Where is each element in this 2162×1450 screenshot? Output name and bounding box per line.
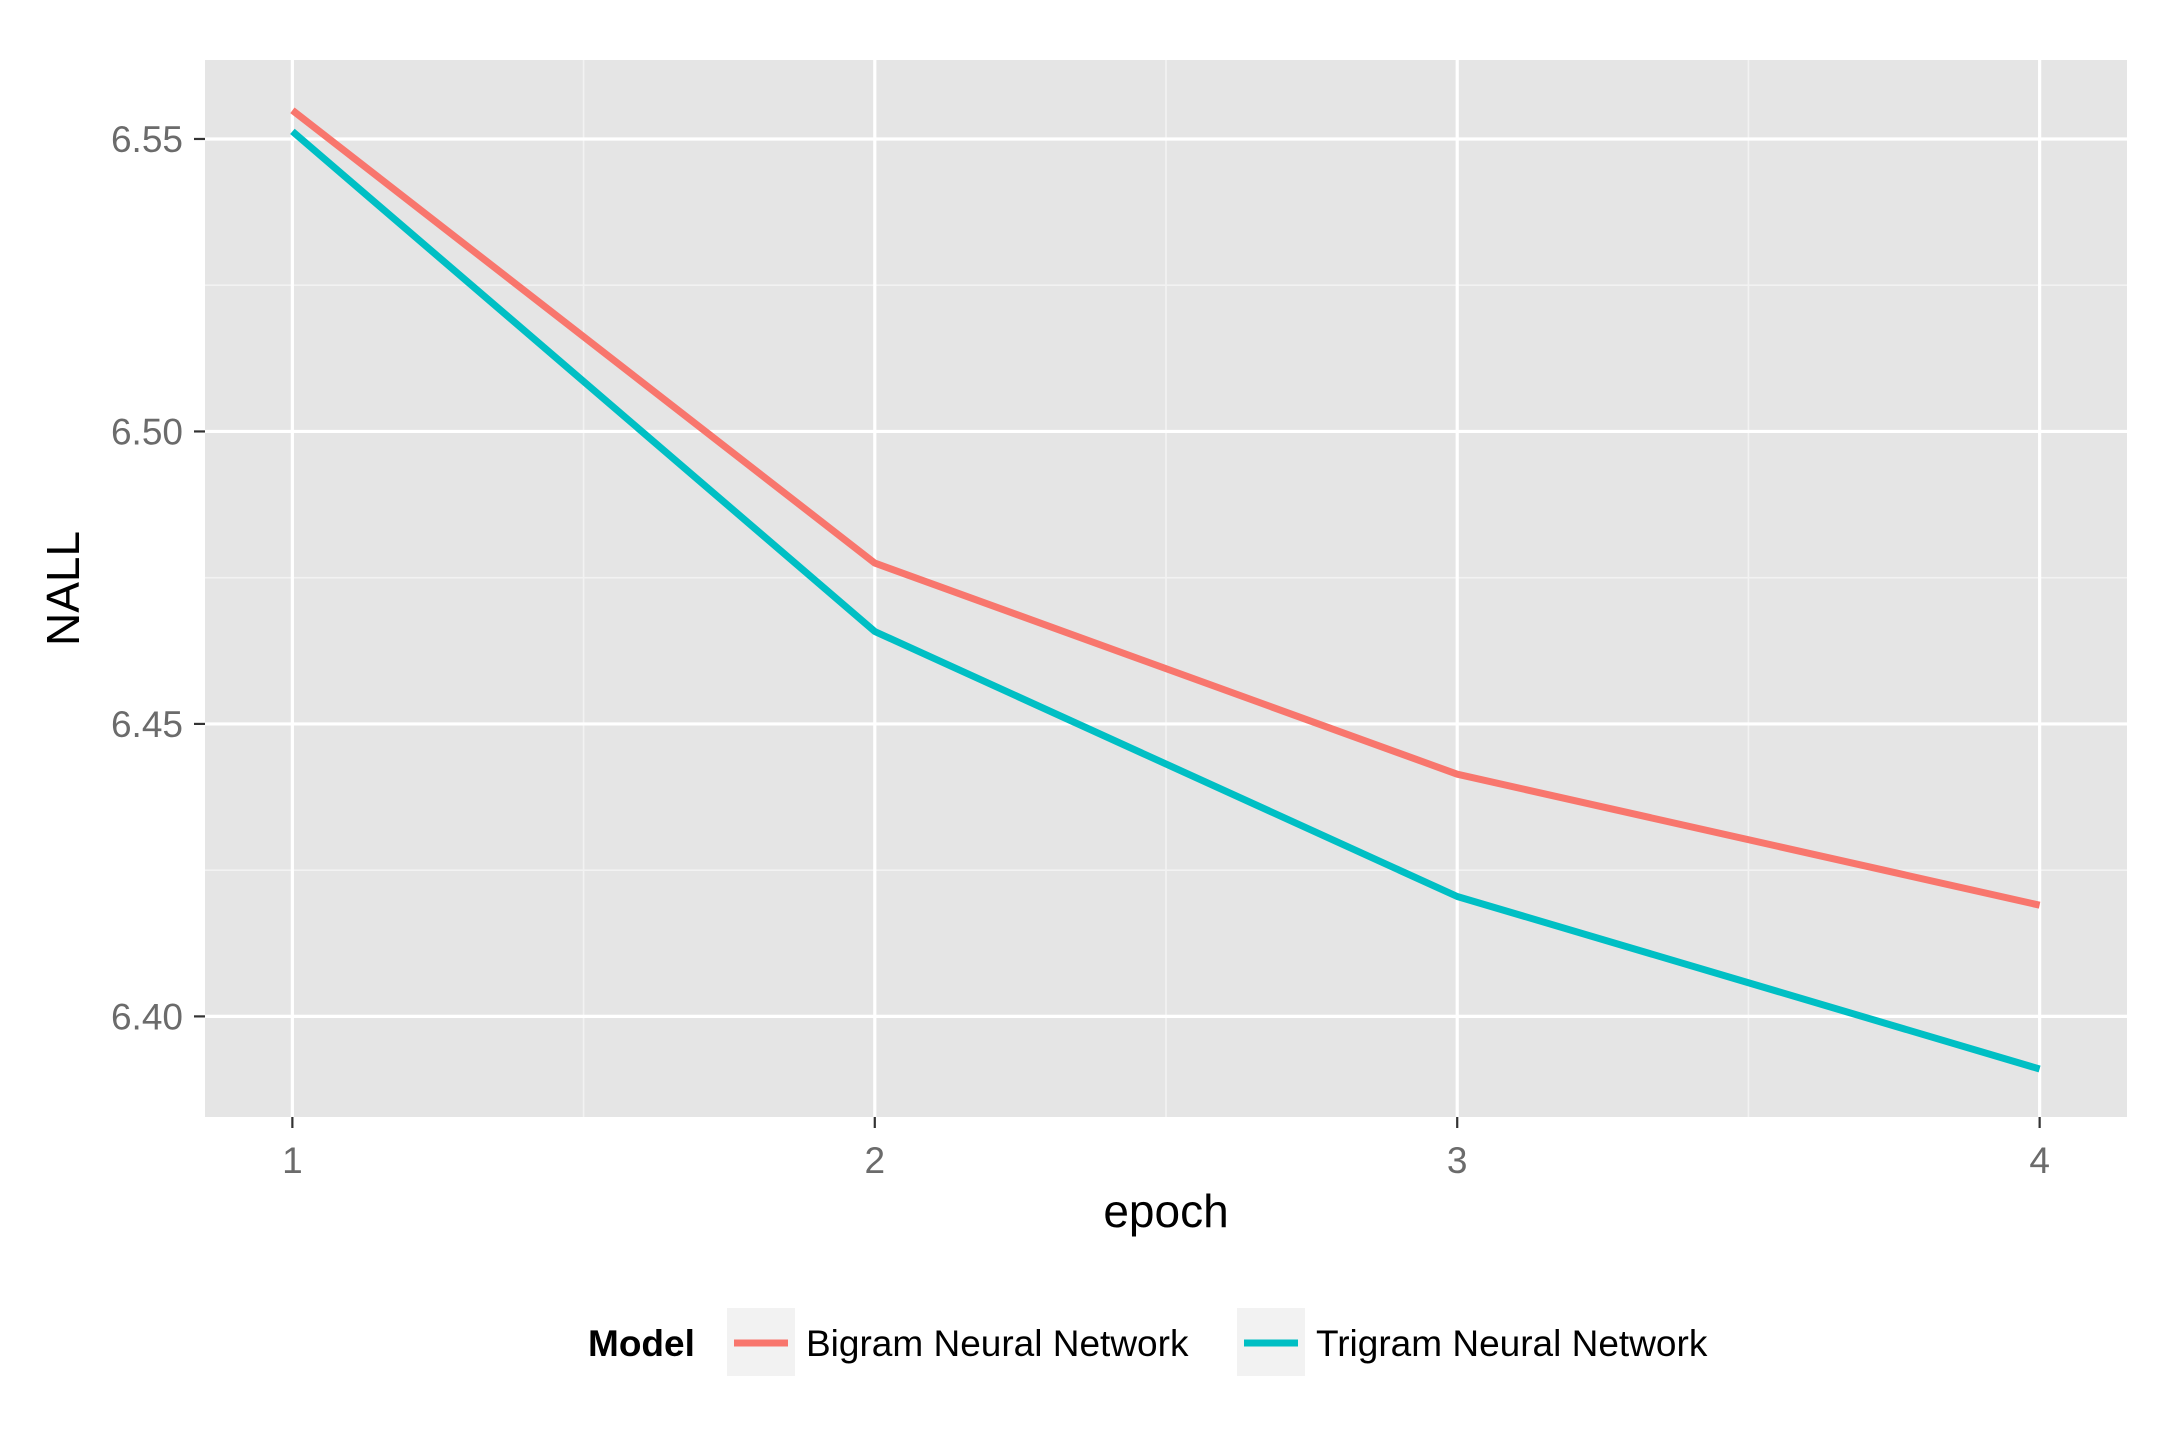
y-tick-label: 6.55 bbox=[111, 119, 183, 160]
y-axis-title: NALL bbox=[37, 531, 89, 646]
tick-labels: 6.40 6.45 6.50 6.55 1 2 3 4 bbox=[111, 119, 2050, 1181]
x-tick-label: 1 bbox=[282, 1140, 303, 1181]
axis-ticks bbox=[194, 137, 2041, 1128]
y-tick-label: 6.50 bbox=[111, 411, 183, 452]
x-tick-label: 4 bbox=[2029, 1140, 2050, 1181]
series-lines bbox=[290, 107, 2041, 1073]
x-axis-title: epoch bbox=[1103, 1185, 1228, 1237]
major-gridlines bbox=[205, 60, 2127, 1117]
y-tick-label: 6.40 bbox=[111, 996, 183, 1037]
legend-title: Model bbox=[588, 1323, 695, 1364]
x-tick-label: 3 bbox=[1447, 1140, 1468, 1181]
y-tick-label: 6.45 bbox=[111, 704, 183, 745]
minor-gridlines bbox=[205, 60, 2127, 1117]
x-tick-label: 2 bbox=[864, 1140, 885, 1181]
legend-label: Trigram Neural Network bbox=[1316, 1323, 1708, 1364]
legend: Model Bigram Neural Network Trigram Neura… bbox=[588, 1308, 1708, 1376]
series-line-bigram bbox=[290, 107, 2041, 909]
legend-label: Bigram Neural Network bbox=[806, 1323, 1189, 1364]
series-line-trigram bbox=[290, 128, 2041, 1073]
